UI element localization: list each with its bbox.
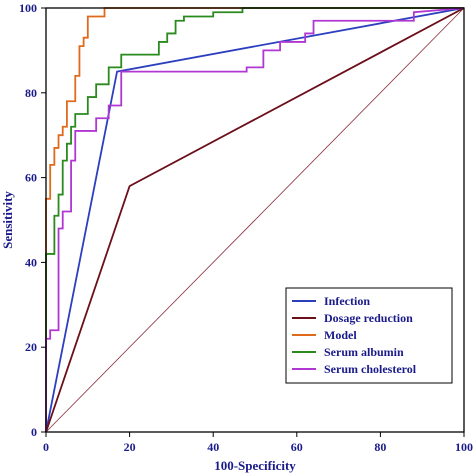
legend: Infection Dosage reduction Model Serum albu… [285,287,453,384]
y-tick-label: 100 [19,1,37,15]
legend-entry: Serum cholesterol [324,362,417,376]
legend-entry: Model [324,328,357,342]
reference-diagonal-line [45,7,465,433]
x-tick-label: 80 [374,440,386,454]
y-tick-label: 60 [25,171,37,185]
series-line-model [45,7,464,432]
legend-entry: Dosage reduction [324,311,413,325]
x-axis: 0 20 40 60 80 100 [43,432,473,454]
series-line-serum-cholesterol [45,7,465,432]
x-tick-label: 100 [455,440,473,454]
legend-entry: Serum albumin [324,345,404,359]
y-tick-label: 40 [25,255,37,269]
series-layer [45,7,465,433]
series-line-serum-albumin [45,7,464,432]
y-tick-label: 80 [25,86,37,100]
x-tick-label: 0 [43,440,49,454]
legend-entry: Infection [324,294,370,308]
series-line-infection [45,7,465,433]
y-tick-label: 20 [25,340,37,354]
series-line-dosage-reduction [45,7,465,433]
plot-area [45,7,465,433]
x-axis-label: 100-Specificity [214,458,296,473]
y-tick-label: 0 [31,425,37,439]
x-tick-label: 20 [124,440,136,454]
plot-frame [45,7,465,433]
x-tick-label: 40 [207,440,219,454]
y-axis-label: Sensitivity [0,191,15,249]
y-axis: 0 20 40 60 80 100 [19,1,46,439]
x-tick-label: 60 [291,440,303,454]
